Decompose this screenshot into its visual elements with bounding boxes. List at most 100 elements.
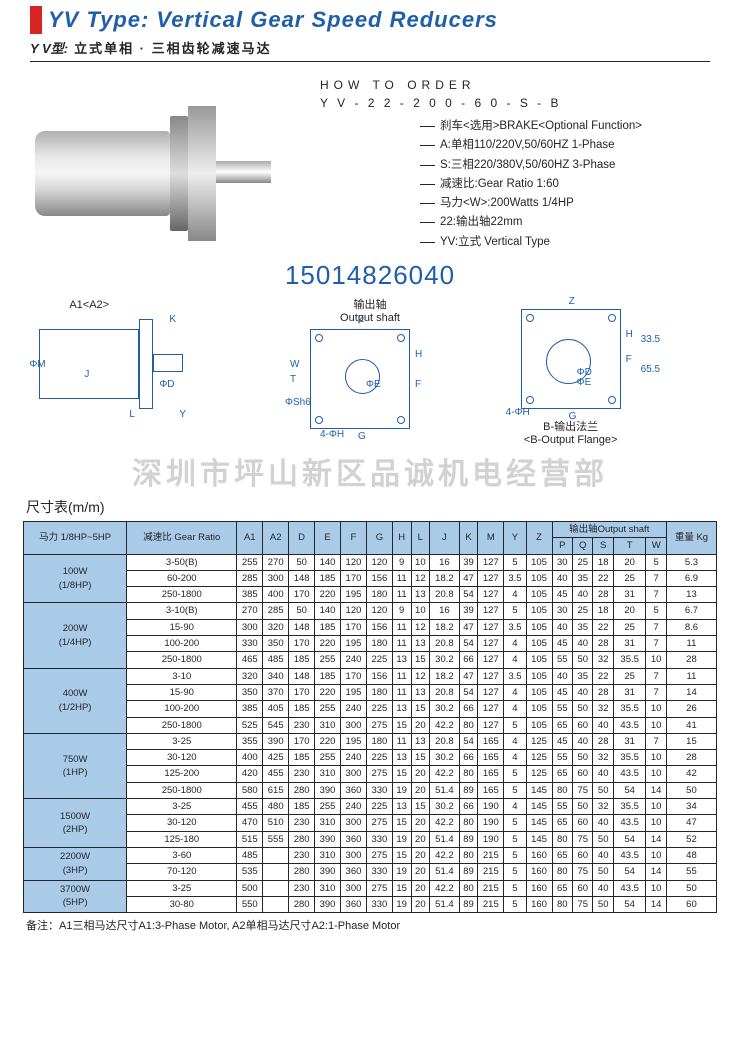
cell: 47 — [459, 570, 478, 586]
cell: 5 — [504, 603, 526, 619]
cell: 400 — [237, 750, 263, 766]
cell: 105 — [526, 717, 552, 733]
cell: 250-1800 — [127, 652, 237, 668]
title-en: YV Type: Vertical Gear Speed Reducers — [48, 7, 498, 33]
cell: 127 — [478, 619, 504, 635]
cell: 240 — [341, 750, 367, 766]
cell: 13 — [392, 701, 411, 717]
cell: 3-60 — [127, 847, 237, 863]
cell: 165 — [478, 766, 504, 782]
subtitle-prefix: Y V型: — [30, 38, 68, 57]
cell: 535 — [237, 864, 263, 880]
cell: 160 — [526, 896, 552, 912]
cell — [263, 864, 289, 880]
cell: 385 — [237, 701, 263, 717]
cell: 330 — [366, 896, 392, 912]
cell: 30 — [552, 603, 572, 619]
cell: 230 — [289, 880, 315, 896]
cell: 10 — [646, 717, 667, 733]
cell: 330 — [366, 782, 392, 798]
cell: 5 — [646, 554, 667, 570]
cell: 300 — [341, 815, 367, 831]
cell: 125 — [526, 750, 552, 766]
cell: 25 — [613, 668, 645, 684]
cell: 320 — [237, 668, 263, 684]
cell: 180 — [366, 636, 392, 652]
group-label: 200W(1/4HP) — [24, 603, 127, 668]
cell: 215 — [478, 880, 504, 896]
cell: 215 — [478, 896, 504, 912]
cell: 11 — [666, 668, 716, 684]
cell: 30.2 — [430, 799, 460, 815]
cell: 18.2 — [430, 668, 460, 684]
cell: 52 — [666, 831, 716, 847]
cell: 50 — [666, 880, 716, 896]
cell: 80 — [459, 847, 478, 863]
cell: 105 — [526, 603, 552, 619]
cell: 555 — [263, 831, 289, 847]
cell: 5.3 — [666, 554, 716, 570]
cell: 330 — [237, 636, 263, 652]
cell: 25 — [613, 619, 645, 635]
cell: 310 — [315, 766, 341, 782]
cell: 60 — [572, 880, 592, 896]
cell: 51.4 — [430, 831, 460, 847]
cell: 195 — [341, 733, 367, 749]
cell: 185 — [289, 750, 315, 766]
cell: 8.6 — [666, 619, 716, 635]
cell: 50 — [593, 864, 613, 880]
cell: 185 — [315, 570, 341, 586]
cell: 13 — [411, 587, 430, 603]
cell: 9 — [392, 554, 411, 570]
cell: 165 — [478, 750, 504, 766]
cell: 145 — [526, 782, 552, 798]
cell: 60 — [572, 717, 592, 733]
cell: 35.5 — [613, 701, 645, 717]
cell: 230 — [289, 766, 315, 782]
cell: 28 — [593, 636, 613, 652]
cell: 50 — [572, 652, 592, 668]
table-title: 尺寸表(m/m) — [0, 497, 740, 517]
cell: 15 — [411, 652, 430, 668]
cell: 515 — [237, 831, 263, 847]
cell: 156 — [366, 668, 392, 684]
cell: 127 — [478, 587, 504, 603]
cell: 13 — [411, 684, 430, 700]
cell: 30.2 — [430, 701, 460, 717]
cell: 215 — [478, 847, 504, 863]
cell: 35.5 — [613, 799, 645, 815]
cell: 75 — [572, 831, 592, 847]
phone-number: 15014826040 — [0, 260, 740, 291]
cell: 255 — [237, 554, 263, 570]
drawing-output-shaft: 输出轴 Output shaft Z H F W T ΦE ΦSh6 4-ΦH … — [260, 299, 480, 439]
cell: 220 — [315, 684, 341, 700]
cell: 13 — [411, 733, 430, 749]
cell: 50 — [666, 782, 716, 798]
cell: 18.2 — [430, 619, 460, 635]
cell: 4 — [504, 652, 526, 668]
cell: 105 — [526, 636, 552, 652]
group-label: 400W(1/2HP) — [24, 668, 127, 733]
cell: 89 — [459, 864, 478, 880]
cell: 255 — [315, 652, 341, 668]
cap2-top: 输出轴 — [260, 299, 480, 312]
cell: 26 — [666, 701, 716, 717]
cell: 66 — [459, 799, 478, 815]
cell: 20.8 — [430, 636, 460, 652]
cell: 185 — [289, 799, 315, 815]
cell: 14 — [646, 782, 667, 798]
cell: 10 — [646, 880, 667, 896]
cell: 19 — [392, 896, 411, 912]
cell: 4 — [504, 733, 526, 749]
cell: 10 — [646, 766, 667, 782]
cell: 28 — [666, 750, 716, 766]
cell: 11 — [392, 619, 411, 635]
cell: 13 — [411, 636, 430, 652]
cell: 300 — [341, 880, 367, 896]
cell: 15 — [392, 815, 411, 831]
cell: 100-200 — [127, 636, 237, 652]
cell: 125 — [526, 766, 552, 782]
cell: 15 — [411, 799, 430, 815]
cell: 6.7 — [666, 603, 716, 619]
cell: 240 — [341, 799, 367, 815]
